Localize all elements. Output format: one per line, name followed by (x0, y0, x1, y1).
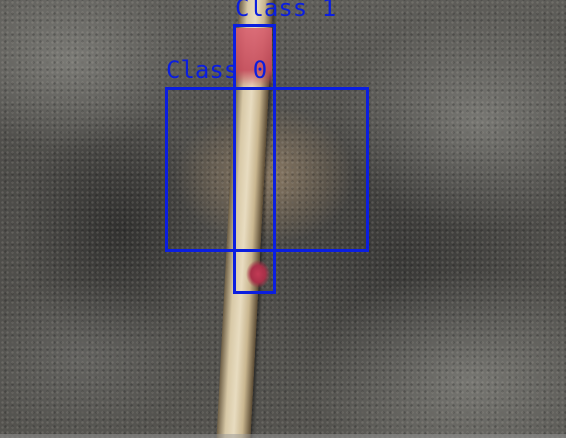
stick-red-mark-bottom (246, 258, 270, 290)
bottom-edge (0, 434, 566, 438)
bounding-box-class-1 (233, 24, 276, 294)
stick-red-tip-top (236, 28, 272, 88)
bounding-box-class-0 (165, 87, 369, 252)
bounding-box-label-class-1: Class 1 (235, 0, 337, 22)
bounding-box-label-class-0: Class 0 (166, 56, 268, 84)
